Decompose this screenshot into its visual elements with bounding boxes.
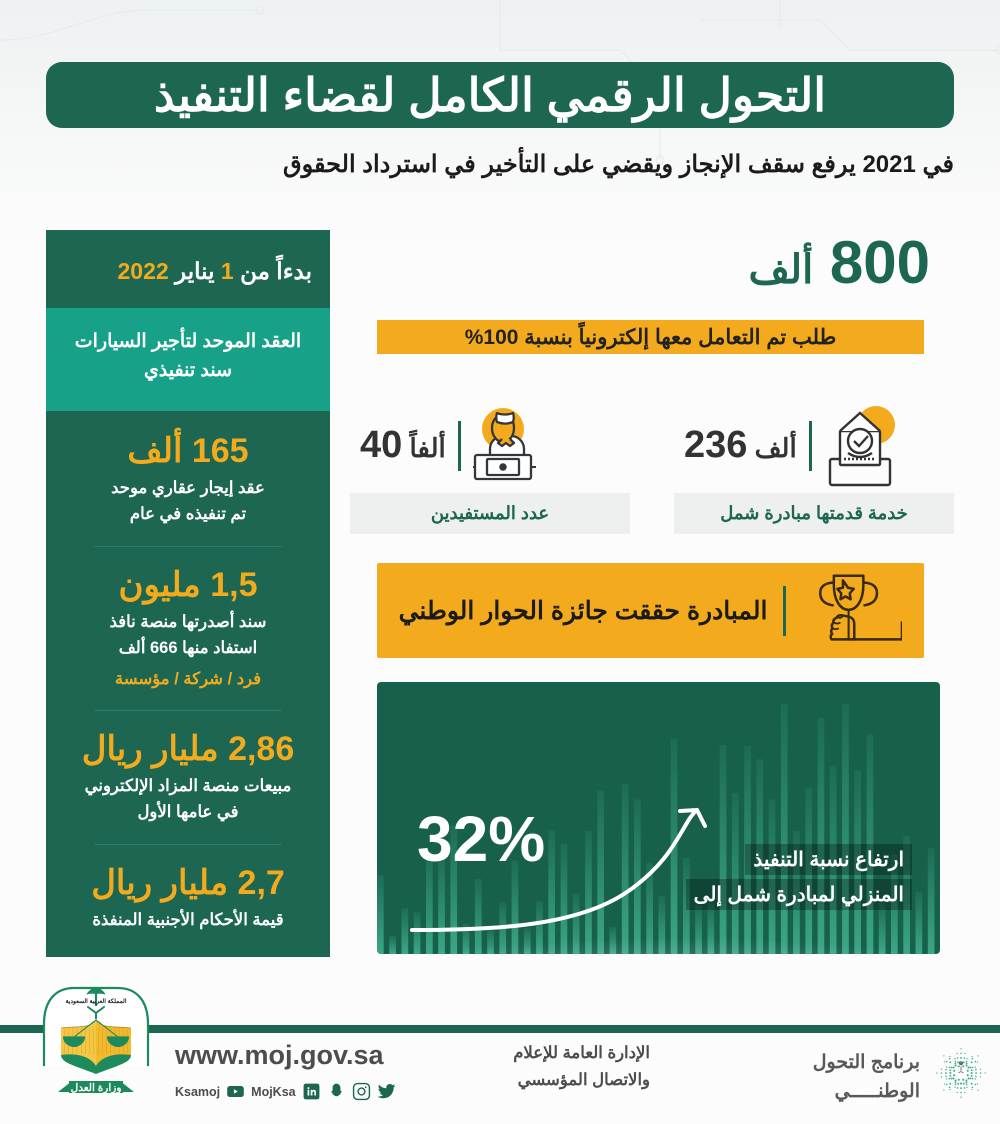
svg-text:المملكة العربية السعودية: المملكة العربية السعودية <box>65 998 126 1005</box>
svg-text:وزارة العدل: وزارة العدل <box>71 1082 122 1094</box>
